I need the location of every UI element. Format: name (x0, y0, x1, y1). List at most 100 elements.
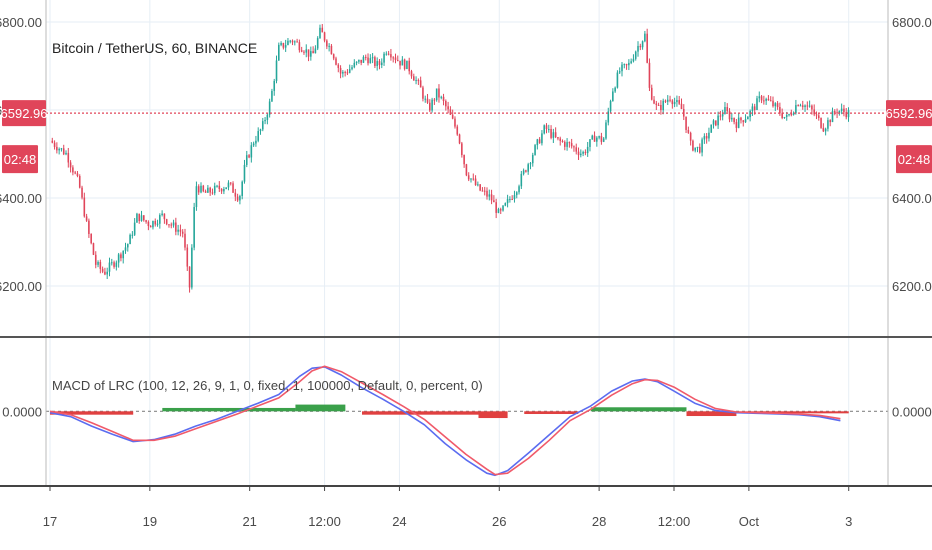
candle-body (273, 80, 276, 91)
candle-body (673, 102, 676, 105)
candle-body (110, 262, 113, 264)
candle-body (149, 225, 152, 228)
candle-body (140, 215, 143, 221)
candle-body (811, 105, 813, 110)
candle-body (529, 163, 532, 165)
chart-title: Bitcoin / TetherUS, 60, BINANCE (52, 40, 257, 56)
candle-body (424, 98, 427, 100)
candle-body (234, 192, 237, 197)
candle-body (694, 147, 697, 151)
candle-body (321, 27, 324, 33)
y-tick-label-left: 6800.00 (0, 15, 42, 30)
x-tick-label: 3 (845, 514, 852, 529)
candle-body (184, 233, 186, 248)
candle-body (669, 99, 671, 101)
x-tick-label: 17 (43, 514, 57, 529)
candle-body (550, 129, 552, 138)
candle-body (406, 60, 408, 70)
candle-body (593, 135, 596, 142)
candle-body (284, 45, 287, 48)
candle-body (621, 64, 623, 72)
candle-body (383, 53, 385, 63)
candle-body (497, 209, 500, 213)
candle-body (337, 64, 340, 68)
candle-body (403, 59, 406, 70)
candle-body (575, 147, 578, 152)
candle-body (133, 222, 136, 235)
candle-body (795, 105, 797, 114)
candle-body (239, 195, 241, 201)
candle-body (618, 71, 621, 73)
candle-body (410, 71, 413, 77)
candle-body (358, 59, 360, 62)
candle-body (172, 222, 175, 226)
candle-body (726, 107, 729, 112)
candle-body (614, 87, 616, 92)
candle-body (168, 224, 170, 226)
candle-body (463, 155, 465, 165)
candle-body (346, 72, 349, 74)
candle-body (785, 115, 788, 117)
candle-body (81, 187, 83, 198)
candle-body (307, 49, 310, 57)
candle-body (314, 48, 317, 54)
candle-body (664, 100, 667, 102)
candle-body (625, 64, 628, 66)
candle-body (740, 117, 742, 121)
candle-body (122, 250, 125, 259)
candle-body (797, 105, 799, 107)
candle-body (170, 224, 173, 226)
candle-body (845, 112, 848, 118)
candle-body (280, 43, 282, 45)
candle-body (328, 45, 330, 47)
candle-body (840, 108, 843, 111)
candle-body (465, 164, 468, 176)
histogram-bar (50, 411, 134, 415)
candle-body (143, 215, 145, 221)
candle-body (104, 271, 106, 275)
candle-body (330, 45, 333, 55)
candle-body (504, 203, 507, 206)
x-tick-label: 12:00 (308, 514, 341, 529)
candle-body (271, 90, 273, 102)
candle-body (56, 146, 58, 151)
candle-body (316, 38, 319, 49)
candle-body (847, 110, 850, 118)
candle-body (454, 118, 456, 127)
candle-body (481, 190, 484, 192)
candle-body (602, 138, 605, 142)
candle-body (147, 221, 150, 226)
candle-body (479, 184, 481, 191)
indicator-title: MACD of LRC (100, 12, 26, 9, 1, 0, fixed… (52, 378, 483, 393)
candle-body (515, 192, 518, 196)
candle-body (447, 106, 449, 110)
candle-body (495, 202, 497, 213)
grid-layer (46, 0, 888, 486)
candle-body (790, 114, 793, 116)
candle-body (362, 56, 365, 63)
candle-body (792, 113, 795, 115)
candle-body (753, 106, 756, 111)
candle-body (229, 182, 232, 184)
candle-body (392, 57, 395, 59)
y-tick-label-right: 6400.00 (892, 191, 932, 206)
candle-body (218, 185, 221, 189)
last-price-badge-right-bg (886, 100, 932, 127)
candle-body (399, 60, 401, 66)
candle-body (685, 116, 687, 130)
candle-body (531, 154, 534, 164)
candle-body (179, 229, 182, 232)
candle-body (417, 80, 420, 82)
candle-body (154, 220, 157, 225)
signal-line (49, 365, 841, 476)
candle-body (804, 105, 806, 108)
candle-body (536, 139, 539, 146)
candle-body (520, 173, 523, 187)
candle-body (191, 247, 193, 288)
candle-body (303, 51, 305, 53)
candle-body (369, 58, 372, 64)
candle-body (101, 268, 104, 272)
x-tick-label: 19 (143, 514, 157, 529)
candle-body (99, 262, 102, 269)
candle-body (364, 56, 367, 58)
